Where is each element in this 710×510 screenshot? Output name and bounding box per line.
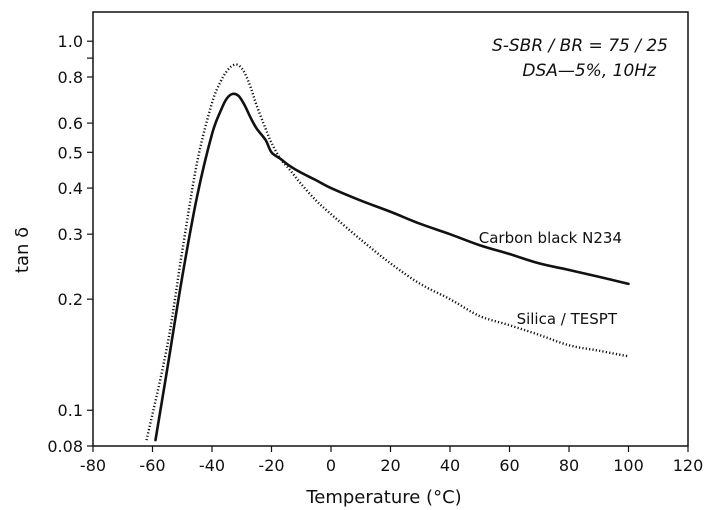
x-tick-label: 40 [440,456,460,475]
y-tick-label: 0.3 [58,225,83,244]
x-tick-label: -20 [258,456,284,475]
y-tick-label: 1.0 [58,32,83,51]
x-tick-label: -80 [80,456,106,475]
x-tick-label: 80 [559,456,579,475]
series-line-carbon-black [154,92,630,442]
x-tick-label: 100 [613,456,644,475]
series-line-silica [145,63,629,441]
annotation-test-conditions: DSA—5%, 10Hz [522,61,657,81]
x-axis: -80 -60 -40 -20 0 20 40 60 80 100 120 [80,446,703,475]
annotation-composition: S-SBR / BR = 75 / 25 [492,36,668,56]
x-tick-label: -60 [139,456,165,475]
y-tick-label: 0.6 [58,114,83,133]
x-tick-label: 0 [326,456,336,475]
y-tick-label: 0.5 [58,143,83,162]
x-tick-label: -40 [199,456,225,475]
y-tick-label: 0.8 [58,68,83,87]
y-axis-title: tan δ [12,227,33,273]
y-axis: 0.08 0.1 0.2 0.3 0.4 0.5 0.6 0.8 1.0 [47,32,93,456]
y-tick-label: 0.4 [58,179,83,198]
x-tick-label: 20 [380,456,400,475]
y-tick-label: 0.1 [58,401,83,420]
series-layer [145,63,630,442]
x-tick-label: 120 [673,456,704,475]
y-tick-label: 0.2 [58,290,83,309]
series-label-carbon-black: Carbon black N234 [479,229,622,247]
series-label-silica: Silica / TESPT [517,310,618,328]
x-tick-label: 60 [499,456,519,475]
x-axis-title: Temperature (°C) [305,487,461,508]
y-tick-label: 0.08 [47,437,83,456]
